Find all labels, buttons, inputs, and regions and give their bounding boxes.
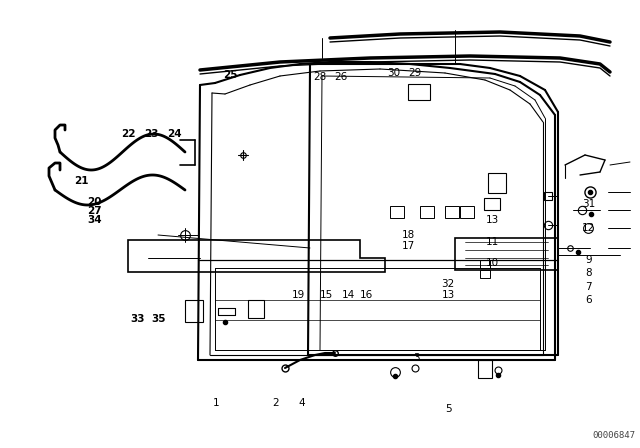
Bar xyxy=(248,300,264,318)
Text: 4: 4 xyxy=(299,398,305,408)
Text: 21: 21 xyxy=(74,177,88,186)
Text: 16: 16 xyxy=(360,290,372,300)
Bar xyxy=(488,173,506,193)
Bar xyxy=(460,206,474,218)
Bar xyxy=(484,198,500,210)
Text: 27: 27 xyxy=(88,206,102,215)
Text: 11: 11 xyxy=(486,237,499,247)
Text: 25: 25 xyxy=(223,70,237,80)
Bar xyxy=(480,260,490,268)
Text: 33: 33 xyxy=(131,314,145,324)
Text: 2: 2 xyxy=(272,398,278,408)
Text: 20: 20 xyxy=(88,198,102,207)
Bar xyxy=(480,270,490,278)
Text: 13: 13 xyxy=(486,215,499,225)
Text: 22: 22 xyxy=(121,129,135,139)
Text: 31: 31 xyxy=(582,199,595,209)
Text: 26: 26 xyxy=(335,72,348,82)
Text: 6: 6 xyxy=(586,295,592,305)
Text: 5: 5 xyxy=(445,404,451,414)
Text: 14: 14 xyxy=(342,290,355,300)
Text: 35: 35 xyxy=(151,314,165,324)
Text: 18: 18 xyxy=(402,230,415,240)
Text: 28: 28 xyxy=(314,72,326,82)
Text: 29: 29 xyxy=(408,68,421,78)
Text: 13: 13 xyxy=(442,290,454,300)
Text: 12: 12 xyxy=(582,223,595,233)
Text: 17: 17 xyxy=(402,241,415,250)
Text: 34: 34 xyxy=(88,215,102,224)
Bar xyxy=(408,84,430,100)
Bar xyxy=(445,206,459,218)
Text: 9: 9 xyxy=(586,255,592,265)
Text: 30: 30 xyxy=(387,68,400,78)
Text: 24: 24 xyxy=(167,129,181,139)
Text: 19: 19 xyxy=(292,290,305,300)
Text: 00006847: 00006847 xyxy=(592,431,635,440)
Text: 32: 32 xyxy=(442,280,454,289)
Bar xyxy=(478,360,492,378)
Text: 8: 8 xyxy=(586,268,592,278)
Text: 23: 23 xyxy=(145,129,159,139)
Text: 3: 3 xyxy=(413,353,419,363)
Bar xyxy=(390,206,404,218)
Text: 7: 7 xyxy=(586,282,592,292)
Text: 1: 1 xyxy=(213,398,220,408)
Bar xyxy=(420,206,434,218)
Bar xyxy=(185,300,203,322)
Text: 10: 10 xyxy=(486,258,499,268)
Text: 15: 15 xyxy=(320,290,333,300)
